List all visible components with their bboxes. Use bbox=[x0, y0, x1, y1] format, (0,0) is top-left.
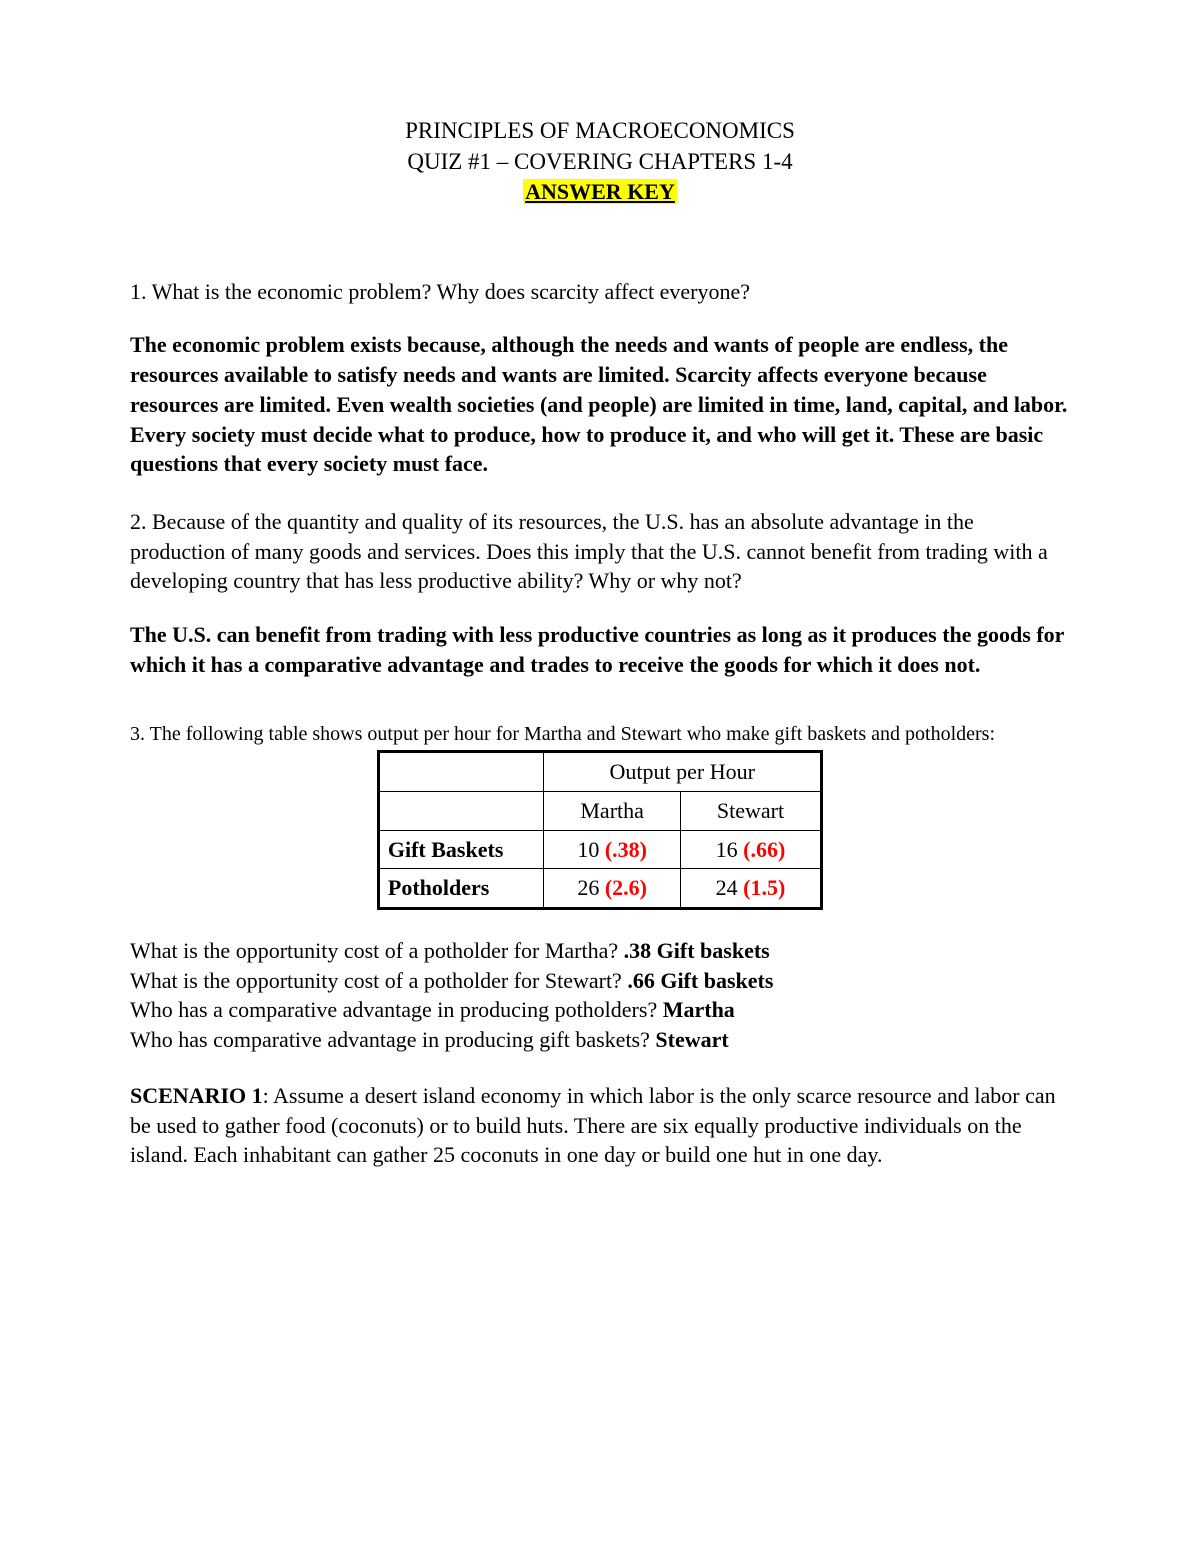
qa-question: What is the opportunity cost of a pothol… bbox=[130, 938, 624, 963]
table-blank-header-2 bbox=[378, 792, 544, 831]
table-row: Potholders 26 (2.6) 24 (1.5) bbox=[378, 869, 821, 909]
table-blank-header bbox=[378, 752, 544, 792]
output-table-wrap: Output per Hour Martha Stewart Gift Bask… bbox=[130, 750, 1070, 910]
qa-question: Who has a comparative advantage in produ… bbox=[130, 997, 663, 1022]
scenario-label: SCENARIO 1 bbox=[130, 1083, 263, 1108]
qa-answer: .66 Gift baskets bbox=[627, 968, 773, 993]
table-header-span: Output per Hour bbox=[544, 752, 822, 792]
question-3-intro: 3. The following table shows output per … bbox=[130, 721, 1070, 748]
cell-ratio: (.38) bbox=[605, 837, 647, 862]
table-header-row-2: Martha Stewart bbox=[378, 792, 821, 831]
question-1: 1. What is the economic problem? Why doe… bbox=[130, 277, 1070, 307]
title-line-1: PRINCIPLES OF MACROECONOMICS bbox=[130, 115, 1070, 146]
answer-2: The U.S. can benefit from trading with l… bbox=[130, 620, 1070, 679]
question-2: 2. Because of the quantity and quality o… bbox=[130, 507, 1070, 596]
qa-question: Who has comparative advantage in produci… bbox=[130, 1027, 655, 1052]
qa-answer: Martha bbox=[663, 997, 735, 1022]
table-header-row-1: Output per Hour bbox=[378, 752, 821, 792]
cell-ratio: (2.6) bbox=[605, 875, 647, 900]
answer-key-label: ANSWER KEY bbox=[523, 179, 677, 204]
cell-martha-pot: 26 (2.6) bbox=[544, 869, 681, 909]
cell-value: 26 bbox=[577, 875, 599, 900]
cell-ratio: (1.5) bbox=[743, 875, 785, 900]
answer-key-wrap: ANSWER KEY bbox=[130, 177, 1070, 207]
table-col-martha: Martha bbox=[544, 792, 681, 831]
document-header: PRINCIPLES OF MACROECONOMICS QUIZ #1 – C… bbox=[130, 115, 1070, 207]
scenario-1: SCENARIO 1: Assume a desert island econo… bbox=[130, 1081, 1070, 1170]
q3-qa-block: What is the opportunity cost of a pothol… bbox=[130, 936, 1070, 1055]
cell-value: 24 bbox=[716, 875, 738, 900]
row-label-gift-baskets: Gift Baskets bbox=[378, 830, 544, 869]
table-col-stewart: Stewart bbox=[680, 792, 821, 831]
scenario-text: : Assume a desert island economy in whic… bbox=[130, 1083, 1056, 1167]
qa-line: What is the opportunity cost of a pothol… bbox=[130, 966, 1070, 996]
answer-1: The economic problem exists because, alt… bbox=[130, 330, 1070, 478]
qa-question: What is the opportunity cost of a pothol… bbox=[130, 968, 627, 993]
cell-value: 16 bbox=[716, 837, 738, 862]
cell-stewart-gift: 16 (.66) bbox=[680, 830, 821, 869]
cell-value: 10 bbox=[577, 837, 599, 862]
qa-answer: .38 Gift baskets bbox=[624, 938, 770, 963]
cell-martha-gift: 10 (.38) bbox=[544, 830, 681, 869]
title-line-2: QUIZ #1 – COVERING CHAPTERS 1-4 bbox=[130, 146, 1070, 177]
qa-answer: Stewart bbox=[655, 1027, 728, 1052]
cell-stewart-pot: 24 (1.5) bbox=[680, 869, 821, 909]
output-table: Output per Hour Martha Stewart Gift Bask… bbox=[377, 750, 823, 910]
row-label-potholders: Potholders bbox=[378, 869, 544, 909]
cell-ratio: (.66) bbox=[743, 837, 785, 862]
qa-line: What is the opportunity cost of a pothol… bbox=[130, 936, 1070, 966]
table-row: Gift Baskets 10 (.38) 16 (.66) bbox=[378, 830, 821, 869]
qa-line: Who has comparative advantage in produci… bbox=[130, 1025, 1070, 1055]
document-page: PRINCIPLES OF MACROECONOMICS QUIZ #1 – C… bbox=[0, 0, 1200, 1553]
qa-line: Who has a comparative advantage in produ… bbox=[130, 995, 1070, 1025]
